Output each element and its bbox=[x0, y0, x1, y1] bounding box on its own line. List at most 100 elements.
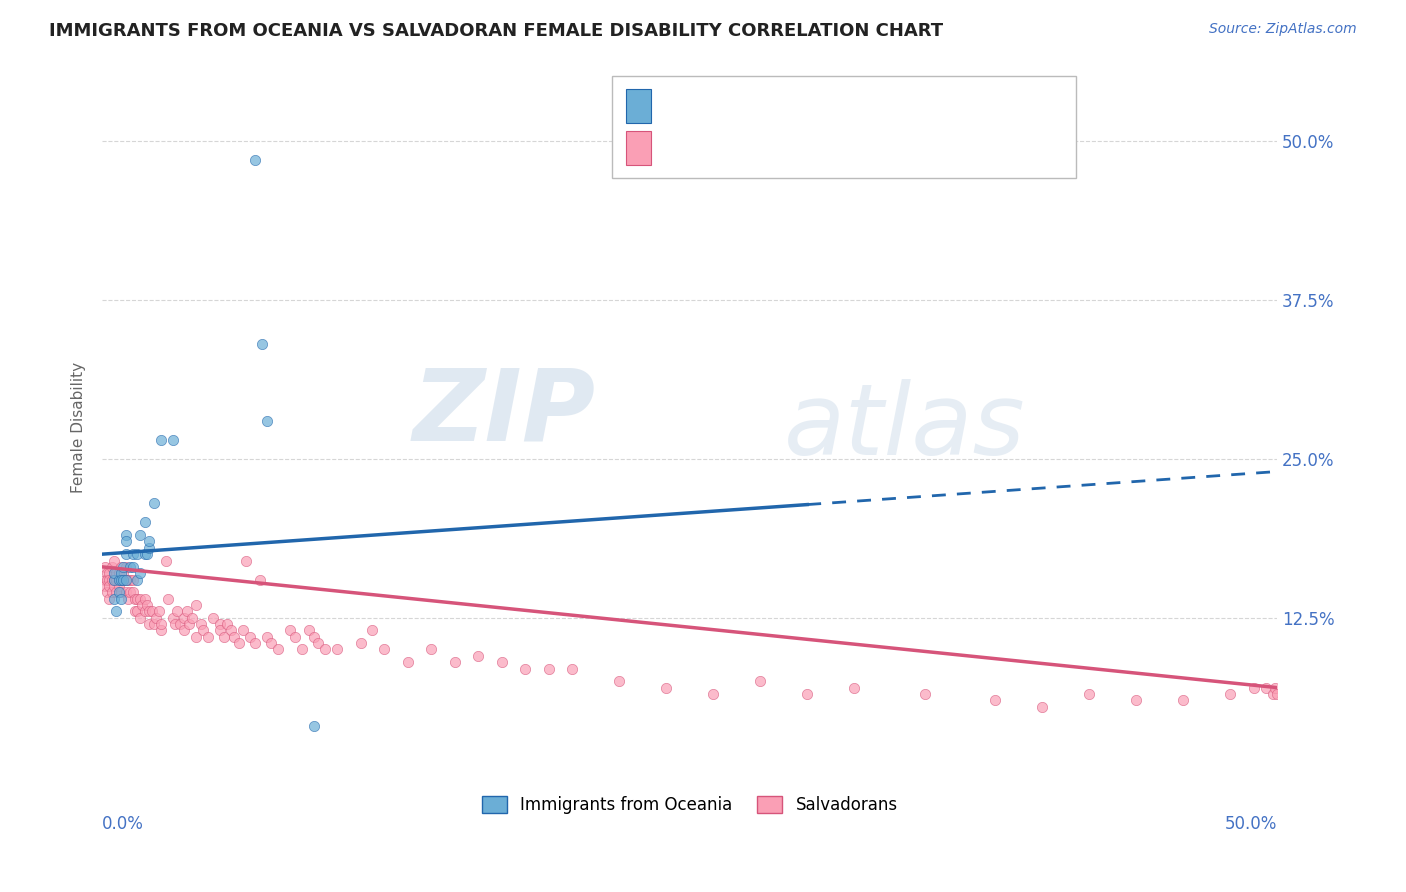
Point bbox=[215, 617, 238, 632]
Point bbox=[984, 693, 1007, 707]
Point bbox=[235, 553, 257, 567]
Point bbox=[176, 604, 198, 618]
Point bbox=[124, 591, 146, 606]
Point bbox=[98, 579, 121, 593]
Point bbox=[98, 566, 121, 581]
Point bbox=[749, 674, 772, 689]
Text: ZIP: ZIP bbox=[413, 365, 596, 461]
Point bbox=[100, 573, 122, 587]
Legend: Immigrants from Oceania, Salvadorans: Immigrants from Oceania, Salvadorans bbox=[475, 789, 904, 821]
Point bbox=[284, 630, 307, 644]
Point bbox=[128, 566, 150, 581]
Point bbox=[197, 630, 219, 644]
Point bbox=[121, 547, 143, 561]
Point bbox=[112, 560, 135, 574]
Point bbox=[142, 496, 165, 510]
Point bbox=[914, 687, 936, 701]
Point bbox=[98, 591, 121, 606]
Point bbox=[607, 674, 630, 689]
Point bbox=[162, 611, 184, 625]
Point bbox=[138, 617, 160, 632]
Point bbox=[135, 547, 157, 561]
Text: Source: ZipAtlas.com: Source: ZipAtlas.com bbox=[1209, 22, 1357, 37]
Point bbox=[467, 648, 489, 663]
Point bbox=[134, 547, 156, 561]
Point bbox=[443, 655, 465, 669]
Point bbox=[117, 573, 139, 587]
Point bbox=[190, 617, 212, 632]
Point bbox=[107, 579, 129, 593]
Point bbox=[100, 585, 122, 599]
Point bbox=[1125, 693, 1147, 707]
Point bbox=[110, 560, 132, 574]
Point bbox=[107, 573, 129, 587]
Point bbox=[105, 573, 128, 587]
Text: 127: 127 bbox=[803, 139, 835, 157]
Text: 50.0%: 50.0% bbox=[1225, 815, 1277, 833]
Point bbox=[110, 566, 132, 581]
Point bbox=[249, 573, 271, 587]
Point bbox=[162, 433, 184, 447]
Point bbox=[1219, 687, 1241, 701]
Point bbox=[110, 573, 132, 587]
Point bbox=[298, 624, 321, 638]
Text: R =: R = bbox=[665, 97, 702, 115]
Point bbox=[655, 681, 678, 695]
Point bbox=[148, 604, 170, 618]
Point bbox=[302, 630, 325, 644]
Point bbox=[110, 591, 132, 606]
Point bbox=[302, 719, 325, 733]
Point bbox=[314, 642, 336, 657]
Point bbox=[105, 604, 128, 618]
Text: 34: 34 bbox=[803, 97, 824, 115]
Point bbox=[96, 566, 118, 581]
Point bbox=[107, 573, 129, 587]
Point bbox=[561, 662, 583, 676]
Point bbox=[134, 591, 156, 606]
Point bbox=[112, 573, 135, 587]
Point bbox=[120, 573, 142, 587]
Point bbox=[142, 617, 165, 632]
Point bbox=[1031, 699, 1053, 714]
Point bbox=[373, 642, 395, 657]
Point bbox=[135, 598, 157, 612]
Point bbox=[107, 566, 129, 581]
Point bbox=[222, 630, 245, 644]
Point bbox=[1173, 693, 1195, 707]
Point bbox=[138, 541, 160, 555]
Point bbox=[256, 630, 278, 644]
Point bbox=[1265, 687, 1288, 701]
Point bbox=[260, 636, 283, 650]
Point bbox=[267, 642, 290, 657]
Point bbox=[201, 611, 224, 625]
Point bbox=[208, 617, 231, 632]
Point bbox=[243, 153, 266, 167]
Point bbox=[107, 585, 129, 599]
Point bbox=[114, 547, 136, 561]
Point bbox=[278, 624, 301, 638]
Point bbox=[232, 624, 254, 638]
Point bbox=[149, 624, 172, 638]
Point bbox=[138, 604, 160, 618]
Point bbox=[796, 687, 818, 701]
Point bbox=[228, 636, 250, 650]
Point bbox=[105, 585, 128, 599]
Point bbox=[173, 624, 195, 638]
Point bbox=[117, 591, 139, 606]
Point bbox=[114, 560, 136, 574]
Point bbox=[145, 611, 167, 625]
Point bbox=[155, 553, 177, 567]
Point bbox=[186, 598, 208, 612]
Point bbox=[180, 611, 202, 625]
Point bbox=[103, 566, 125, 581]
Point bbox=[103, 579, 125, 593]
Point bbox=[121, 573, 143, 587]
Point bbox=[110, 585, 132, 599]
Point bbox=[256, 414, 278, 428]
Point bbox=[186, 630, 208, 644]
Point bbox=[361, 624, 384, 638]
Point bbox=[93, 560, 115, 574]
Point bbox=[291, 642, 314, 657]
Point bbox=[1254, 681, 1277, 695]
Text: R =: R = bbox=[665, 139, 702, 157]
